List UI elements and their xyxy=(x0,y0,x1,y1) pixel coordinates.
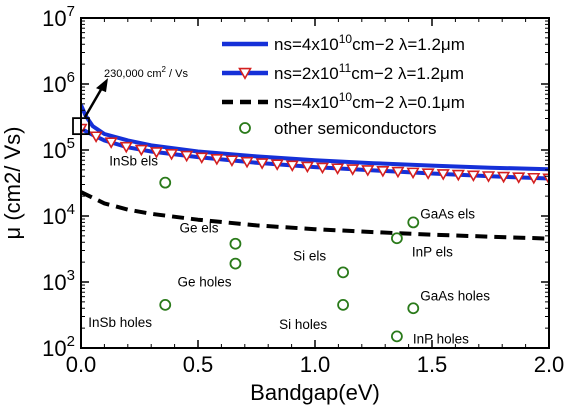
y-tick-label: 102 xyxy=(42,333,75,361)
series-2-marker xyxy=(134,144,148,157)
series-2-marker xyxy=(149,147,164,159)
y-tick-label: 104 xyxy=(42,201,75,229)
point-gaas-els xyxy=(407,216,420,229)
point-label-si-els: Si els xyxy=(293,248,326,263)
point-label-si-holes: Si holes xyxy=(279,317,327,332)
x-axis-title: Bandgap(eV) xyxy=(250,380,380,405)
series-2-marker xyxy=(346,164,360,176)
point-inp-holes xyxy=(390,330,403,343)
y-tick-label: 103 xyxy=(42,267,75,295)
series-2-marker xyxy=(451,169,465,182)
legend-label: other semiconductors xyxy=(274,119,437,138)
series-2-marker xyxy=(240,156,254,169)
series-2-marker xyxy=(361,165,375,177)
series-2-marker xyxy=(285,160,299,173)
series-2-marker xyxy=(104,137,118,149)
series-2-marker xyxy=(466,170,480,183)
point-label-gaas-holes: GaAs holes xyxy=(420,288,490,303)
series-2-marker xyxy=(436,169,450,181)
series-2-marker xyxy=(164,148,179,161)
series-2-marker xyxy=(421,168,435,180)
point-ge-holes xyxy=(229,257,242,270)
y-tick-label: 106 xyxy=(42,69,75,97)
point-si-holes xyxy=(337,298,349,311)
series-2-marker xyxy=(512,172,526,184)
point-insb-els xyxy=(159,176,172,189)
point-label-gaas-els: GaAs els xyxy=(420,206,475,221)
series-2-marker xyxy=(315,162,330,175)
legend-swatch-marker xyxy=(238,67,252,80)
series-2-marker xyxy=(210,153,224,166)
series-2-marker xyxy=(89,131,103,143)
legend-entry-4: other semiconductors xyxy=(239,119,437,138)
point-ge-els xyxy=(229,237,242,250)
plot-content: InSb els InSb holes Ge els Ge holes Si els Si… xyxy=(81,104,549,346)
x-tick-label: 0.5 xyxy=(183,352,214,377)
point-label-inp-holes: InP holes xyxy=(413,331,469,346)
point-label-insb-els: InSb els xyxy=(109,154,158,169)
legend-entry-1: ns=4x1010cm−2 λ=1.2μm xyxy=(222,32,465,54)
point-label-ge-els: Ge els xyxy=(179,221,218,236)
legend: ns=4x1010cm−2 λ=1.2μm ns=2x1011cm−2 λ=1.2… xyxy=(222,32,465,138)
annotation-arrow-head xyxy=(96,78,108,93)
series-2-marker xyxy=(270,159,284,171)
series-3-line xyxy=(81,190,549,241)
series-1-line xyxy=(81,104,549,172)
point-inp-els xyxy=(390,232,403,245)
x-tick-label: 1.5 xyxy=(417,352,448,377)
y-axis-title: μ (cm2/ Vs) xyxy=(0,127,25,240)
series-2-marker xyxy=(391,166,405,179)
series-2-marker xyxy=(81,123,88,136)
legend-label: ns=2x1011cm−2 λ=1.2μm xyxy=(274,61,464,83)
series-2-marker xyxy=(119,141,133,154)
x-tick-label: 0.0 xyxy=(66,352,97,377)
y-tick-label: 105 xyxy=(42,135,75,163)
point-label-insb-holes: InSb holes xyxy=(88,315,152,330)
point-label-ge-holes: Ge holes xyxy=(177,275,231,290)
point-label-inp-els: InP els xyxy=(412,244,453,259)
series-2-marker xyxy=(195,152,209,165)
series-2-marker xyxy=(255,158,269,170)
legend-swatch xyxy=(239,122,251,134)
annotation-label: 230,000 cm2 / Vs xyxy=(104,65,188,80)
legend-label: ns=4x1010cm−2 λ=1.2μm xyxy=(274,32,465,54)
annotation-arrow-shaft xyxy=(83,85,105,118)
axes: 0.0 0.5 1.0 1.5 2.0 102 103 104 105 106 107 xyxy=(42,3,564,377)
annotation-box xyxy=(72,117,90,136)
x-tick-label: 2.0 xyxy=(534,352,565,377)
series-2-marker xyxy=(527,172,541,185)
point-si-els xyxy=(337,266,349,279)
y-tick-label: 107 xyxy=(42,3,75,31)
point-insb-holes xyxy=(159,298,172,311)
legend-entry-3: ns=4x1010cm−2 λ=0.1μm xyxy=(222,90,465,112)
legend-entry-2: ns=2x1011cm−2 λ=1.2μm xyxy=(222,61,464,83)
series-2-marker xyxy=(406,167,420,180)
series-2-marker xyxy=(300,161,314,174)
series-2-marker xyxy=(225,155,239,167)
series-2-marker xyxy=(481,171,496,183)
series-2-marker xyxy=(376,165,390,178)
point-gaas-holes xyxy=(407,302,420,315)
series-2-marker xyxy=(331,163,345,175)
x-tick-label: 1.0 xyxy=(300,352,331,377)
legend-label: ns=4x1010cm−2 λ=0.1μm xyxy=(274,90,465,112)
annotation: 230,000 cm2 / Vs xyxy=(72,65,188,136)
series-2-marker xyxy=(497,171,511,184)
series-2-marker xyxy=(180,150,194,163)
